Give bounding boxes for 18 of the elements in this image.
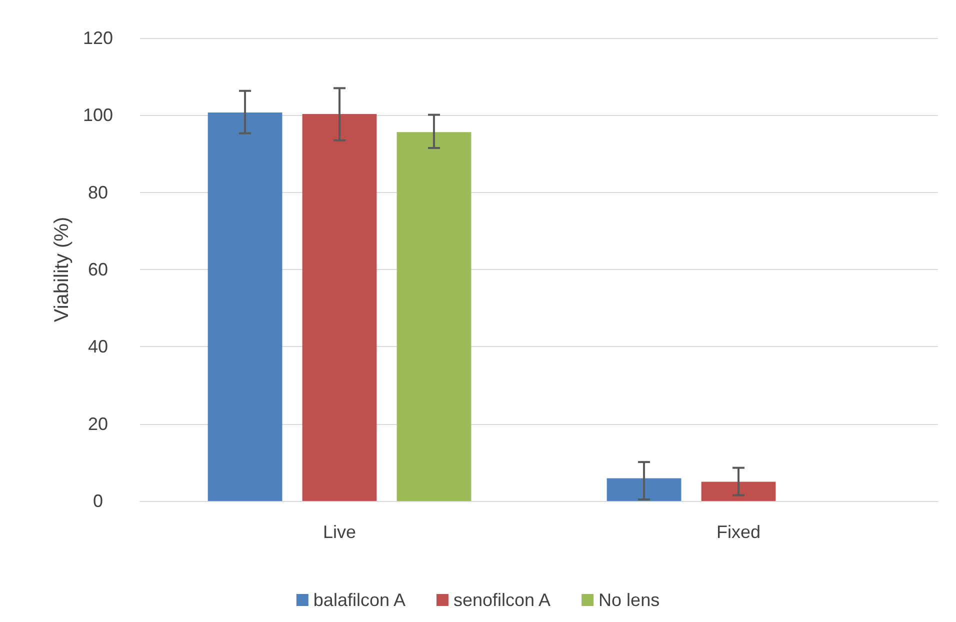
bar [302, 114, 377, 501]
y-tick-label: 20 [88, 414, 108, 434]
bar [208, 112, 282, 501]
legend-label: No lens [598, 590, 660, 610]
bar [606, 478, 682, 501]
y-axis-title: Viability (%) [51, 216, 74, 322]
y-tick-label: 80 [88, 182, 108, 202]
bar [396, 132, 472, 501]
y-tick-label: 0 [92, 491, 104, 511]
x-tick-label: Fixed [716, 522, 761, 542]
bar [701, 482, 776, 501]
legend-label: senofilcon A [453, 590, 551, 610]
y-tick-label: 100 [82, 105, 114, 126]
x-tick-label: Live [322, 522, 356, 542]
y-tick-label: 120 [82, 28, 114, 48]
legend-label: balafilcon A [313, 590, 406, 610]
y-tick-label: 40 [88, 336, 108, 357]
y-tick-label: 60 [88, 260, 108, 280]
